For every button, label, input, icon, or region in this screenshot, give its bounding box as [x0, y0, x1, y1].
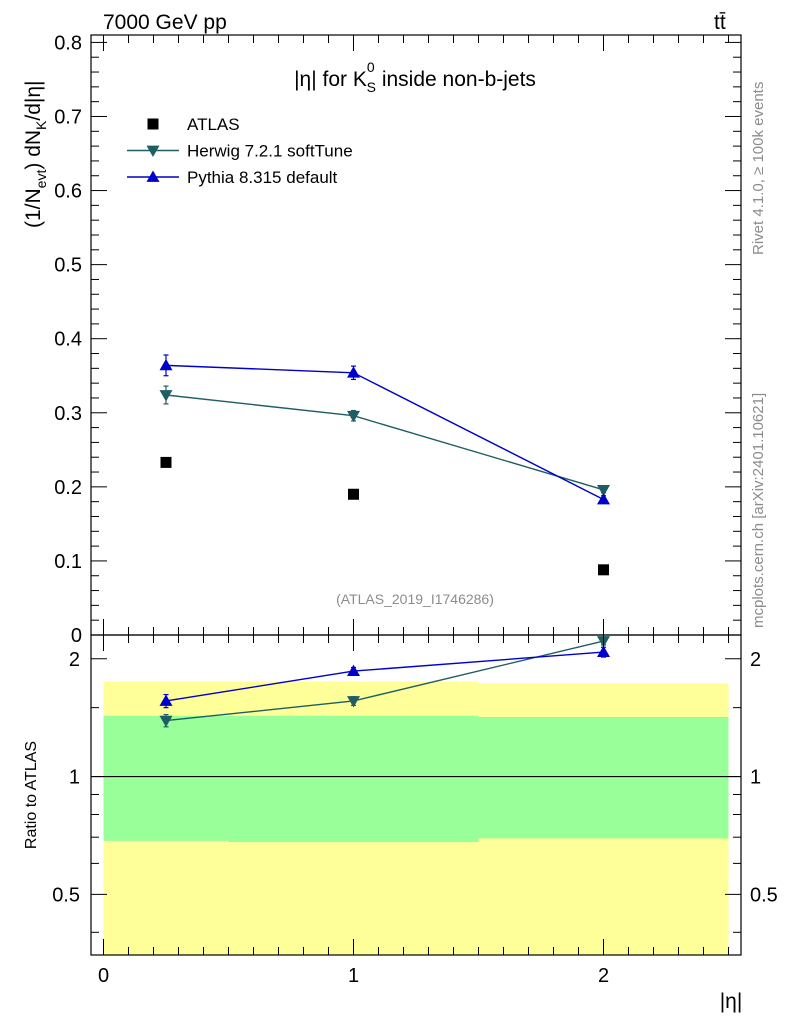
pythia-line: [165, 364, 604, 501]
plot-title: |η| for K0 S inside non-b-jets: [294, 59, 536, 95]
legend-atlas-marker: [147, 118, 159, 130]
x-tick-label: 1: [348, 965, 359, 987]
legend-pythia-marker: [146, 170, 160, 182]
main-y-tick-label: 0.1: [54, 551, 82, 573]
ratio-inner-band: [103, 715, 229, 841]
atlas-point: [348, 488, 359, 500]
ratio-y-tick-label: 2: [69, 649, 80, 671]
legend-pythia-label: Pythia 8.315 default: [187, 168, 338, 187]
ratio-y-tick-label-right: 0.5: [750, 884, 778, 906]
ratio-pythia-point: [597, 645, 610, 657]
main-y-tick-label: 0.6: [54, 181, 82, 203]
title-sup: 0: [367, 59, 375, 75]
herwig-line: [165, 394, 604, 491]
main-y-tick-label: 0.3: [54, 403, 82, 425]
rivet-version-label: Rivet 4.1.0, ≥ 100k events: [750, 82, 767, 255]
x-tick-label: 2: [598, 965, 609, 987]
ratio-y-tick-label: 0.5: [52, 884, 80, 906]
pythia-point: [159, 358, 173, 371]
analysis-id-label: (ATLAS_2019_I1746286): [336, 591, 494, 607]
title-sub: S: [367, 79, 376, 95]
legend-atlas-label: ATLAS: [187, 115, 240, 134]
x-axis-label: |η|: [720, 990, 743, 1013]
atlas-point: [160, 456, 172, 468]
main-y-tick-label: 0: [71, 625, 82, 647]
main-y-axis-label: (1/Nevt) dNK/d|η|: [22, 80, 49, 228]
legend: ATLAS Herwig 7.2.1 softTune Pythia 8.315 d…: [127, 115, 353, 187]
ratio-panel-frame: [90, 634, 742, 956]
ratio-inner-band: [478, 716, 729, 839]
ratio-herwig-point: [347, 696, 360, 708]
main-y-tick-label: 0.2: [54, 477, 82, 499]
ratio-y-tick-label-right: 1: [750, 767, 761, 789]
herwig-point: [597, 484, 610, 497]
pythia-point: [597, 492, 610, 505]
energy-label: 7000 GeV pp: [103, 11, 227, 34]
ratio-y-axis-label: Ratio to ATLAS: [23, 741, 40, 849]
main-panel: |η| for K0 S inside non-b-jets (ATLAS_201…: [54, 32, 742, 647]
ratio-y-tick-label: 1: [69, 767, 80, 789]
process-label: tt̄: [714, 11, 726, 34]
title-main: |η| for K: [294, 68, 367, 91]
ratio-inner-band: [228, 715, 479, 843]
main-y-tick-label: 0.8: [54, 32, 82, 54]
ratio-pythia-point: [159, 694, 173, 706]
main-y-tick-label: 0.4: [54, 329, 82, 351]
atlas-point: [598, 564, 609, 576]
main-y-tick-label: 0.7: [54, 106, 82, 128]
mcplots-label: mcplots.cern.ch [arXiv:2401.10621]: [750, 393, 767, 628]
ratio-panel: 0.5 0.5 1 1 2 2 0 1 2: [52, 634, 778, 987]
herwig-point: [347, 410, 360, 423]
x-tick-label: 0: [98, 965, 109, 987]
ratio-herwig-point: [159, 715, 173, 728]
pythia-point: [347, 366, 360, 378]
herwig-point: [159, 390, 173, 402]
ratio-pythia-point: [347, 664, 360, 676]
legend-herwig-marker: [146, 145, 160, 157]
ratio-y-tick-label-right: 2: [750, 649, 761, 671]
main-y-tick-label: 0.5: [54, 255, 82, 277]
legend-herwig-label: Herwig 7.2.1 softTune: [187, 142, 353, 161]
title-tail: inside non-b-jets: [376, 68, 536, 91]
